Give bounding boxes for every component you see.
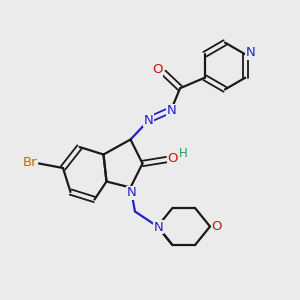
Text: N: N	[167, 104, 177, 117]
Text: H: H	[178, 146, 188, 160]
Text: N: N	[144, 114, 154, 127]
Text: O: O	[211, 220, 222, 233]
Text: Br: Br	[23, 155, 37, 169]
Text: O: O	[167, 152, 178, 165]
Text: N: N	[127, 186, 137, 200]
Text: O: O	[152, 63, 162, 76]
Text: N: N	[246, 46, 256, 59]
Text: N: N	[154, 220, 164, 234]
